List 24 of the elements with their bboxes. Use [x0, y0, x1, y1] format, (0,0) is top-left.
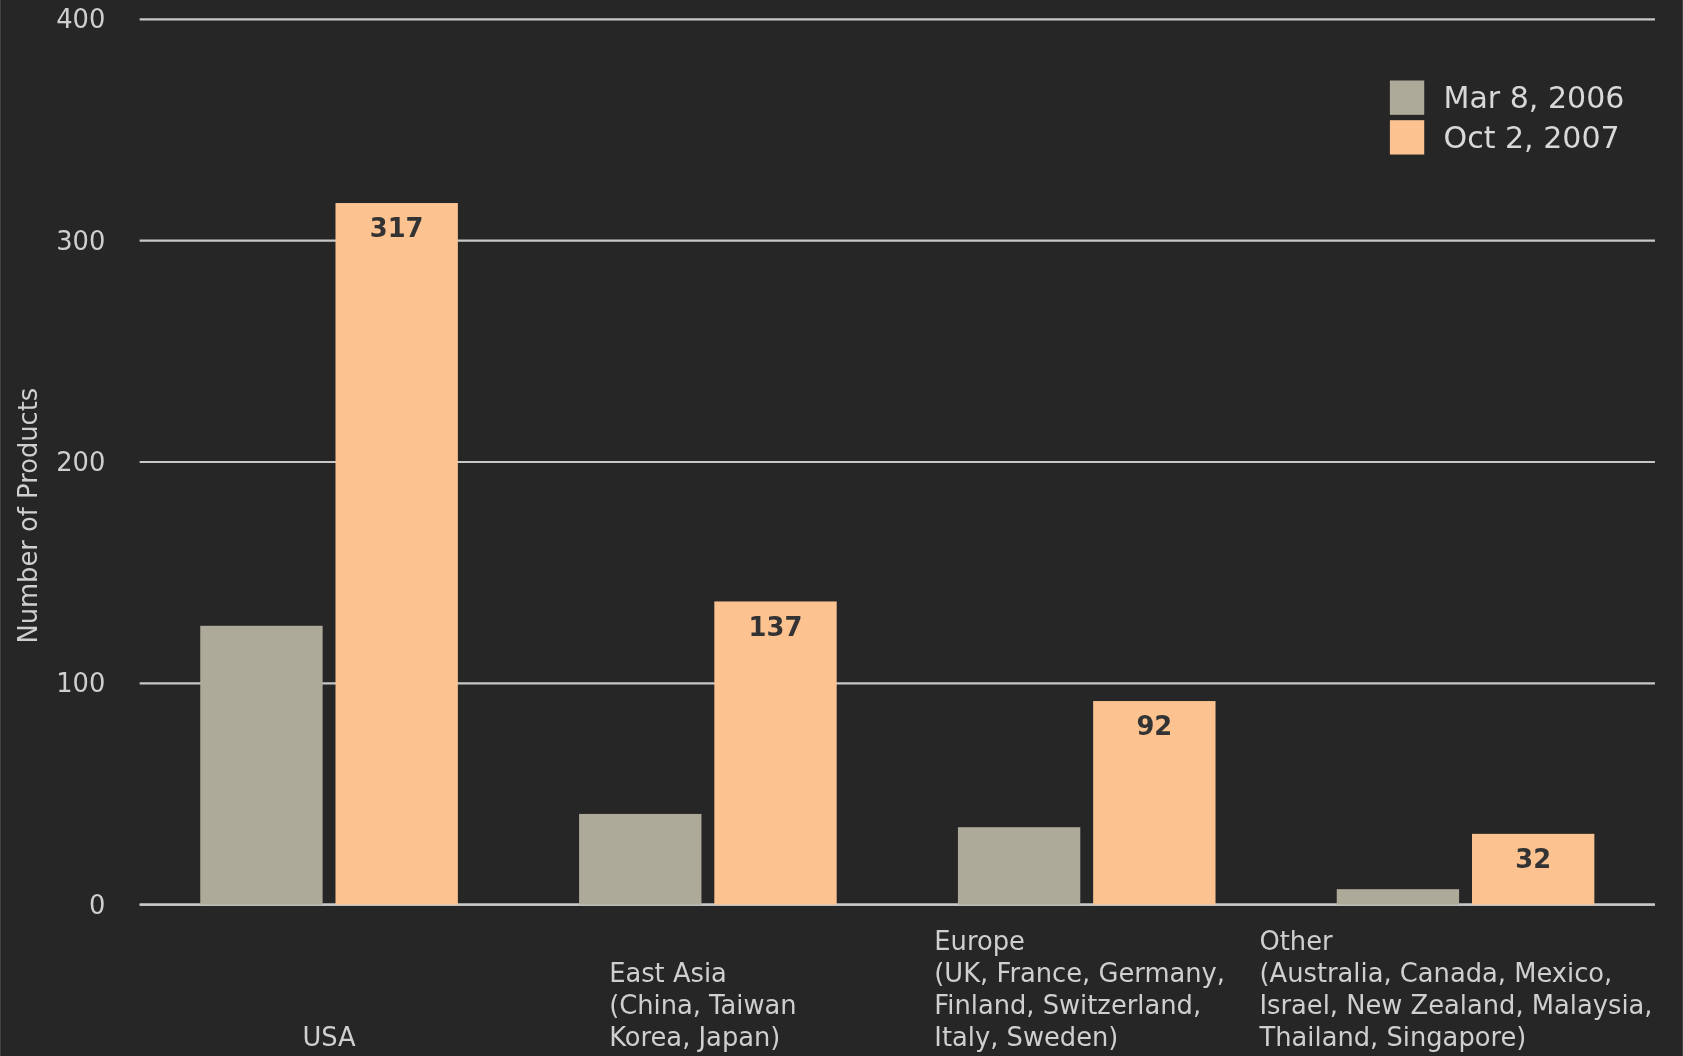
bar: [714, 601, 837, 905]
x-tick-label: USA: [302, 1022, 357, 1053]
data-label: 317: [369, 213, 424, 244]
y-axis-title: Number of Products: [12, 387, 43, 644]
bar: [579, 813, 702, 905]
x-tick-label: East Asia (China, Taiwan Korea, Japan): [609, 957, 797, 1053]
y-tick-label: 0: [88, 889, 106, 920]
y-tick-label: 400: [56, 4, 106, 35]
bar: [335, 203, 458, 905]
x-tick-label: Europe (UK, France, Germany, Finland, Switzerland, Italy, Sweden): [934, 925, 1226, 1053]
x-tick-label: Other (Australia, Canada, Mexico, Israel, New Zealand, Malaysia, Thailand, Singapore): [1258, 925, 1653, 1053]
y-tick-label: 100: [56, 668, 106, 699]
y-tick-label: 300: [56, 225, 106, 256]
bar: [200, 625, 323, 905]
bar: [1336, 889, 1460, 905]
bar: [1093, 701, 1216, 905]
data-label: 137: [748, 611, 803, 642]
legend-label: Mar 8, 2006: [1443, 80, 1625, 116]
bar: [957, 827, 1081, 905]
data-label: 92: [1136, 711, 1173, 742]
data-label: 32: [1515, 844, 1552, 875]
bar: [1471, 833, 1595, 905]
y-tick-label: 200: [56, 447, 106, 478]
legend-label: Oct 2, 2007: [1443, 119, 1620, 155]
